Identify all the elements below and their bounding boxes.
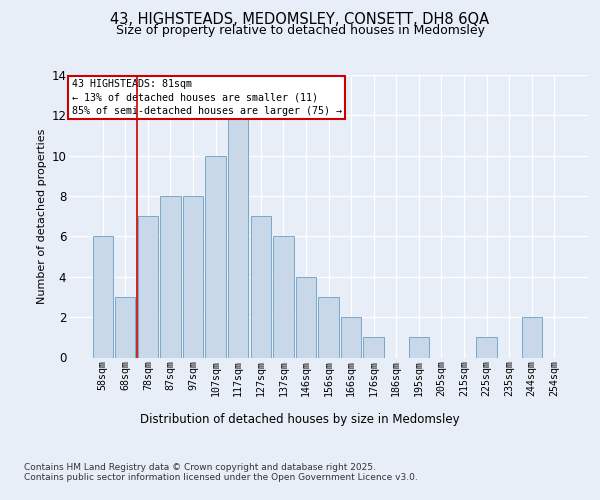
Bar (341, 317, 361, 358)
Bar (296, 277, 316, 357)
Bar (251, 216, 271, 358)
Bar (92, 236, 113, 358)
Bar (138, 216, 158, 358)
Bar (521, 317, 542, 358)
Bar (115, 297, 136, 358)
Text: Distribution of detached houses by size in Medomsley: Distribution of detached houses by size … (140, 412, 460, 426)
Y-axis label: Number of detached properties: Number of detached properties (37, 128, 47, 304)
Text: Size of property relative to detached houses in Medomsley: Size of property relative to detached ho… (115, 24, 485, 37)
Bar (476, 338, 497, 357)
Bar (319, 297, 338, 358)
Bar (205, 156, 226, 358)
Bar (409, 338, 429, 357)
Bar (273, 236, 293, 358)
Text: 43 HIGHSTEADS: 81sqm
← 13% of detached houses are smaller (11)
85% of semi-detac: 43 HIGHSTEADS: 81sqm ← 13% of detached h… (71, 79, 341, 116)
Text: Contains public sector information licensed under the Open Government Licence v3: Contains public sector information licen… (24, 472, 418, 482)
Bar (228, 116, 248, 358)
Bar (364, 338, 384, 357)
Text: Contains HM Land Registry data © Crown copyright and database right 2025.: Contains HM Land Registry data © Crown c… (24, 462, 376, 471)
Text: 43, HIGHSTEADS, MEDOMSLEY, CONSETT, DH8 6QA: 43, HIGHSTEADS, MEDOMSLEY, CONSETT, DH8 … (110, 12, 490, 28)
Bar (160, 196, 181, 358)
Bar (183, 196, 203, 358)
